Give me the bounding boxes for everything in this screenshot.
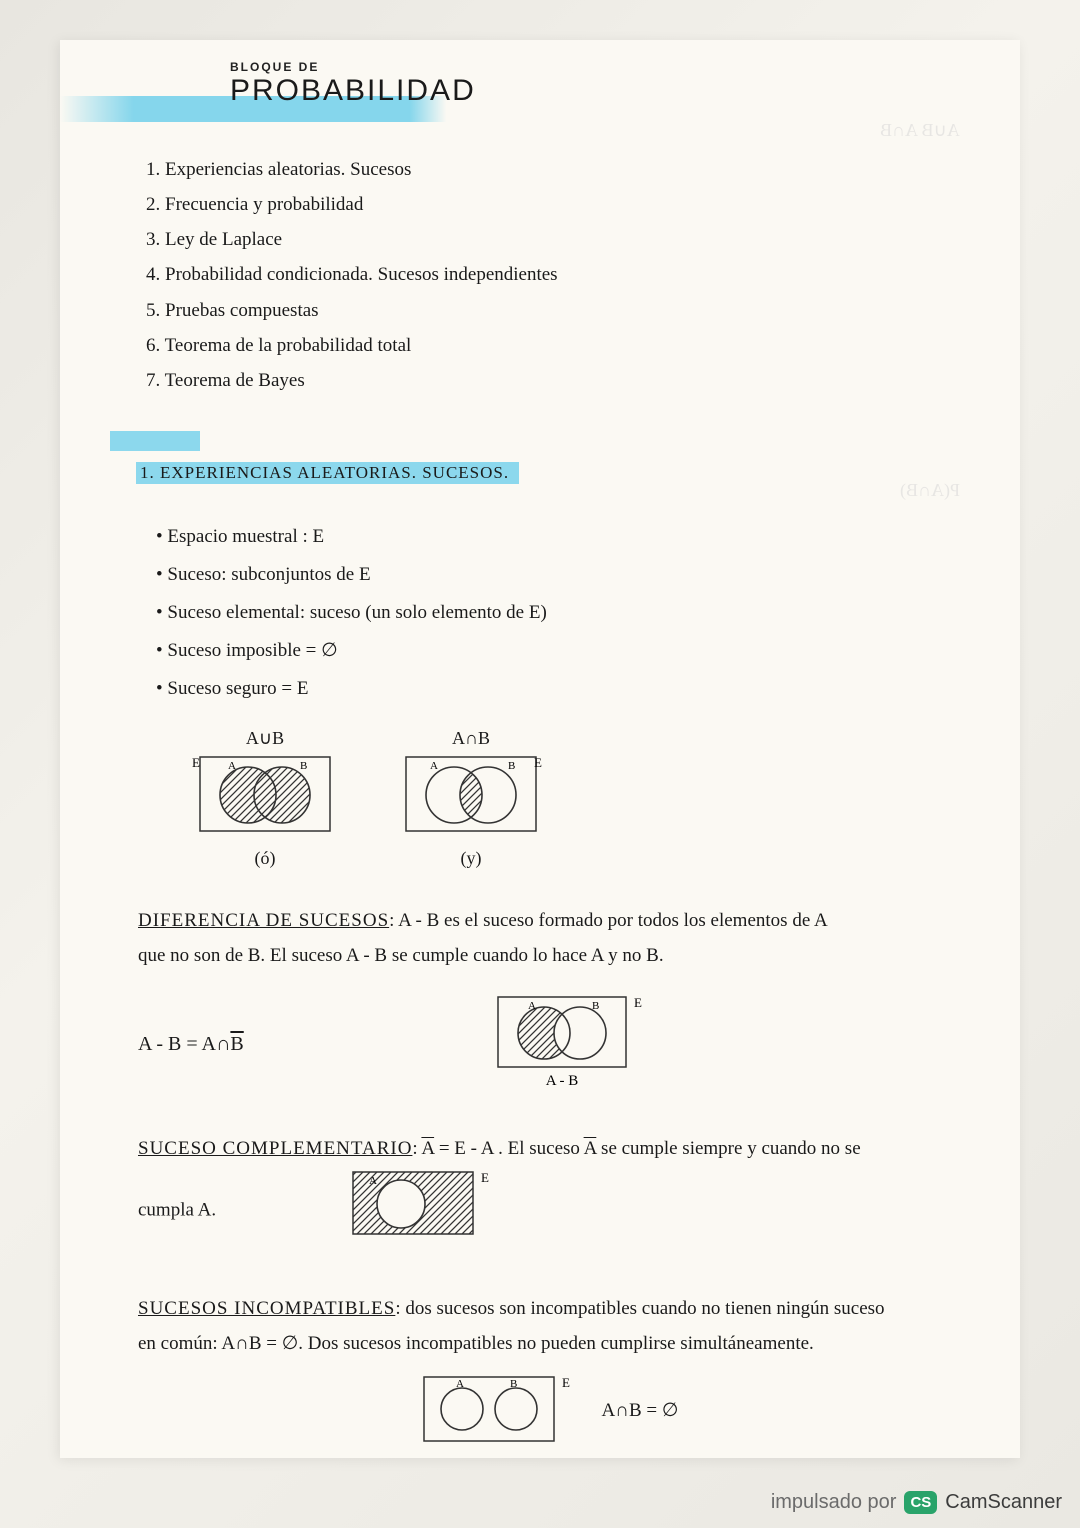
venn-union-sub: (ó) (190, 848, 340, 869)
venn-union-label: A∪B (190, 728, 340, 749)
venn-union-diagram: E A B (190, 753, 340, 839)
definitions-list: Espacio muestral : E Suceso: subconjunto… (156, 518, 980, 708)
incomp-eq: A∩B = ∅ (602, 1399, 679, 1422)
formula-b-bar: B (230, 1033, 243, 1055)
incompatibles-title: SUCESOS INCOMPATIBLES (138, 1298, 395, 1319)
incompatibles-diagram-row: E A B A∩B = ∅ (110, 1371, 980, 1451)
incomp-E-label: E (562, 1375, 570, 1390)
venn-inter-diagram: E A B (396, 753, 546, 839)
comp-abar: A (421, 1138, 434, 1159)
complementario-title: SUCESO COMPLEMENTARIO (138, 1138, 412, 1159)
venn-B-label: B (508, 760, 515, 772)
section-highlight-left (110, 431, 200, 451)
complementario-paragraph: SUCESO COMPLEMENTARIO: A = E - A . El su… (138, 1131, 940, 1256)
diferencia-formula: A - B = A∩B (138, 1033, 244, 1056)
toc-item: 5. Pruebas compuestas (146, 293, 980, 328)
incomp-text1: : dos sucesos son incompatibles cuando n… (395, 1298, 884, 1319)
diff-B-label: B (592, 1000, 599, 1012)
diff-bottom-label: A - B (545, 1073, 578, 1089)
toc-item: 2. Frecuencia y probabilidad (146, 187, 980, 222)
venn-A-label: A (430, 760, 438, 772)
toc-item: 1. Experiencias aleatorias. Sucesos (146, 152, 980, 187)
diferencia-diagram-wrap: E A B A - B (484, 991, 644, 1097)
comp-E-label: E (481, 1170, 489, 1185)
comp-abar2: A (584, 1138, 597, 1159)
complementario-diagram: E A (341, 1166, 491, 1244)
toc-item: 3. Ley de Laplace (146, 222, 980, 257)
page: BLOQUE DE PROBABILIDAD 1. Experiencias a… (60, 40, 1020, 1458)
camscanner-badge-icon: CS (904, 1491, 937, 1514)
watermark-powered: impulsado por (771, 1491, 897, 1514)
formula-lhs: A - B = A∩ (138, 1033, 230, 1055)
toc-item: 7. Teorema de Bayes (146, 363, 980, 398)
toc-item: 6. Teorema de la probabilidad total (146, 328, 980, 363)
camscanner-watermark: impulsado por CS CamScanner (771, 1491, 1062, 1514)
bleedthrough-text: A∪B A∩B (880, 120, 960, 141)
venn-row: A∪B E A B (190, 728, 980, 869)
incomp-B-label: B (510, 1378, 517, 1390)
toc-item: 4. Probabilidad condicionada. Sucesos in… (146, 257, 980, 292)
venn-intersection: A∩B E A B (y) (396, 728, 546, 869)
page-title: PROBABILIDAD (230, 74, 476, 108)
diff-A-label: A (528, 1000, 536, 1012)
title-highlight (60, 96, 980, 122)
def-item: Espacio muestral : E (156, 518, 980, 556)
def-item: Suceso elemental: suceso (un solo elemen… (156, 594, 980, 632)
section-heading: 1. EXPERIENCIAS ALEATORIAS. SUCESOS. (136, 462, 519, 484)
def-item: Suceso seguro = E (156, 670, 980, 708)
incomp-A-label: A (456, 1378, 464, 1390)
diff-E-label: E (634, 995, 642, 1010)
venn-E-label: E (534, 755, 542, 770)
venn-E-label: E (192, 755, 200, 770)
incomp-text2: en común: A∩B = ∅. Dos sucesos incompati… (138, 1333, 814, 1354)
table-of-contents: 1. Experiencias aleatorias. Sucesos 2. F… (146, 152, 980, 398)
comp-line2: cumpla A. (138, 1200, 216, 1221)
comp-post: se cumple siempre y cuando no se (596, 1138, 860, 1159)
header-overline: BLOQUE DE (230, 60, 980, 74)
venn-union: A∪B E A B (190, 728, 340, 869)
venn-A-label: A (228, 760, 236, 772)
watermark-brand: CamScanner (945, 1491, 1062, 1514)
def-item: Suceso: subconjuntos de E (156, 556, 980, 594)
diferencia-text2: que no son de B. El suceso A - B se cump… (138, 945, 664, 966)
incompatibles-diagram: E A B (412, 1371, 572, 1451)
venn-B-label: B (300, 760, 307, 772)
comp-A-label: A (369, 1175, 377, 1187)
def-item: Suceso imposible = ∅ (156, 632, 980, 670)
venn-inter-sub: (y) (396, 848, 546, 869)
comp-mid: = E - A . El suceso (434, 1138, 584, 1159)
diferencia-text1: : A - B es el suceso formado por todos l… (389, 910, 828, 931)
venn-inter-label: A∩B (396, 728, 546, 749)
diferencia-diagram: E A B A - B (484, 991, 644, 1091)
diferencia-paragraph: DIFERENCIA DE SUCESOS: A - B es el suces… (138, 903, 940, 973)
diferencia-title: DIFERENCIA DE SUCESOS (138, 910, 389, 931)
diferencia-formula-row: A - B = A∩B E A B A - B (138, 991, 980, 1097)
incompatibles-paragraph: SUCESOS INCOMPATIBLES: dos sucesos son i… (138, 1291, 940, 1361)
